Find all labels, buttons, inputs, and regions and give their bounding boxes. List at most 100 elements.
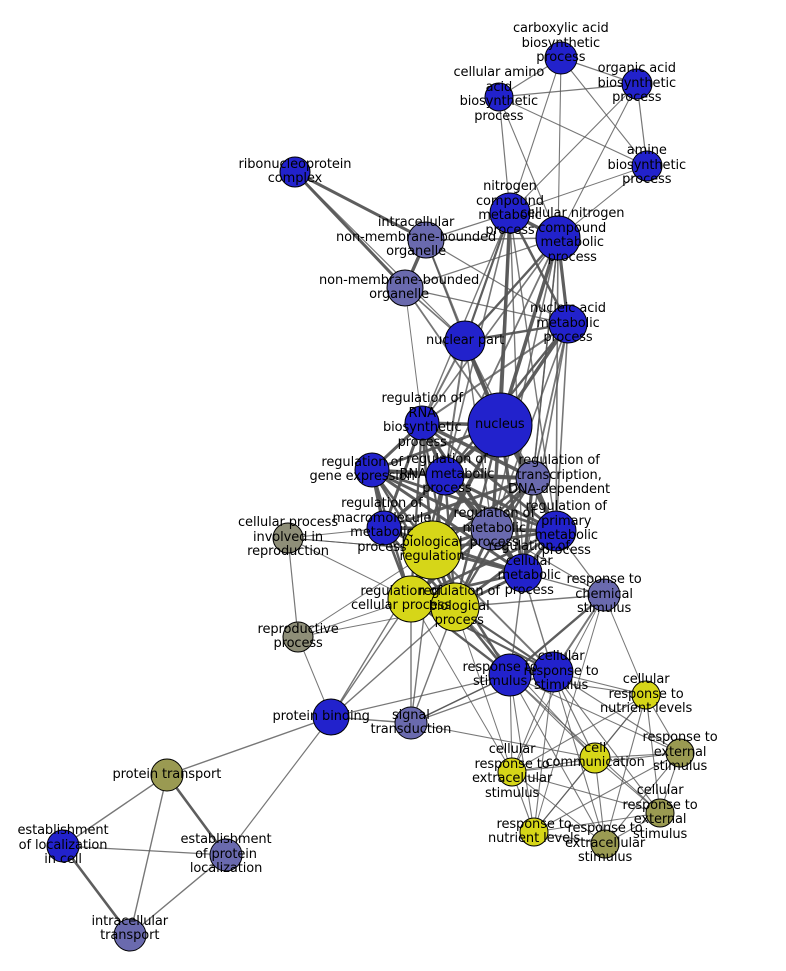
graph-edge	[61, 844, 132, 937]
graph-edge	[603, 594, 647, 696]
graph-node[interactable]	[587, 578, 621, 612]
graph-node[interactable]	[548, 304, 588, 344]
graph-edge	[382, 421, 424, 530]
graph-edge	[444, 340, 466, 477]
graph-node[interactable]	[366, 510, 402, 546]
graph-node[interactable]	[488, 653, 532, 697]
graph-node[interactable]	[386, 269, 424, 307]
graph-edge	[498, 96, 559, 239]
graph-edge	[509, 674, 661, 814]
graph-edge	[555, 323, 569, 532]
graph-node[interactable]	[402, 520, 462, 580]
graph-edge	[491, 237, 559, 530]
graph-node[interactable]	[444, 320, 486, 362]
graph-edge	[421, 237, 559, 424]
graph-edge	[443, 474, 558, 533]
graph-edge	[409, 529, 558, 601]
graph-node[interactable]	[470, 507, 514, 551]
graph-edge	[557, 83, 638, 239]
graph-edge	[533, 752, 681, 833]
graph-edge	[491, 528, 605, 596]
edges-layer	[61, 57, 681, 937]
graph-node[interactable]	[46, 829, 80, 863]
graph-edge	[421, 323, 569, 424]
graph-node[interactable]	[467, 392, 533, 458]
graph-edge	[454, 606, 513, 773]
graph-edge	[509, 674, 606, 845]
graph-edge	[166, 716, 332, 776]
graph-node[interactable]	[407, 221, 445, 259]
graph-edge	[410, 722, 596, 759]
graph-edge	[129, 774, 168, 936]
graph-edge	[404, 287, 569, 325]
graph-edge	[511, 771, 661, 814]
graph-edge	[129, 854, 227, 936]
graph-edge	[293, 170, 407, 290]
graph-node[interactable]	[113, 918, 147, 952]
graph-edge	[425, 239, 569, 325]
graph-node[interactable]	[279, 156, 311, 188]
graph-edge	[62, 774, 168, 847]
graph-edge	[62, 845, 227, 856]
graph-node[interactable]	[312, 698, 350, 736]
graph-edge	[404, 237, 559, 289]
graph-node[interactable]	[272, 522, 304, 554]
graph-node[interactable]	[503, 553, 543, 593]
graph-edge	[404, 287, 423, 424]
graph-node[interactable]	[497, 757, 527, 787]
graph-edge	[454, 594, 605, 608]
graph-node[interactable]	[579, 742, 611, 774]
graph-node[interactable]	[535, 510, 577, 552]
graph-node[interactable]	[519, 817, 549, 847]
graph-node[interactable]	[489, 192, 531, 234]
graph-node[interactable]	[150, 758, 184, 792]
graph-edge	[370, 468, 494, 531]
graph-edge	[420, 421, 535, 480]
graph-node[interactable]	[590, 829, 620, 859]
graph-node[interactable]	[544, 41, 578, 75]
graph-node[interactable]	[209, 838, 243, 872]
graph-edge	[509, 674, 535, 833]
graph-node[interactable]	[515, 460, 551, 496]
graph-edge	[511, 771, 606, 845]
graph-node[interactable]	[621, 68, 653, 100]
graph-edge	[498, 83, 638, 98]
graph-edge	[509, 165, 648, 214]
graph-edge	[509, 674, 647, 696]
graph-edge	[509, 57, 562, 214]
graph-node[interactable]	[532, 651, 574, 693]
graph-node[interactable]	[535, 215, 581, 261]
graph-node[interactable]	[394, 706, 428, 740]
graph-edge	[463, 236, 560, 343]
graph-edge	[552, 671, 606, 845]
graph-edge	[509, 83, 638, 214]
graph-edge	[533, 812, 661, 833]
graph-node[interactable]	[484, 82, 514, 112]
graph-node[interactable]	[631, 150, 663, 182]
graph-node[interactable]	[404, 405, 440, 441]
graph-edge	[498, 96, 648, 167]
graph-edge	[645, 694, 661, 814]
graph-edge	[287, 537, 299, 638]
graph-edge	[225, 716, 332, 856]
graph-edge	[293, 170, 428, 242]
graph-node[interactable]	[282, 621, 314, 653]
graph-edge	[330, 674, 511, 718]
graph-node[interactable]	[665, 738, 695, 768]
graph-edge	[557, 57, 562, 239]
graph-edge	[330, 598, 412, 718]
graph-node[interactable]	[430, 582, 480, 632]
graph-edge	[330, 606, 456, 718]
graph-edge	[410, 598, 513, 773]
graph-edge	[604, 694, 647, 845]
graph-node[interactable]	[425, 456, 465, 496]
graph-edge	[421, 212, 511, 424]
graph-node[interactable]	[387, 575, 435, 623]
graph-node[interactable]	[631, 680, 661, 710]
graph-node[interactable]	[354, 452, 390, 488]
graph-node[interactable]	[645, 798, 675, 828]
graph-edge	[410, 671, 554, 724]
graph-edge	[294, 171, 466, 342]
